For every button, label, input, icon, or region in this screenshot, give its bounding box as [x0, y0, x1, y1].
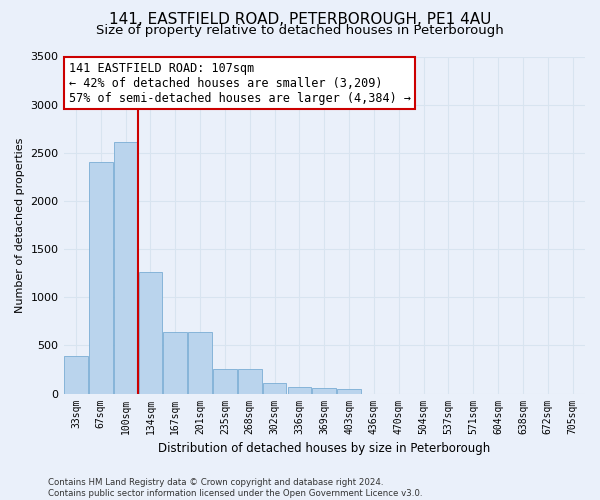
- Y-axis label: Number of detached properties: Number of detached properties: [15, 138, 25, 312]
- Text: Contains HM Land Registry data © Crown copyright and database right 2024.
Contai: Contains HM Land Registry data © Crown c…: [48, 478, 422, 498]
- Text: Size of property relative to detached houses in Peterborough: Size of property relative to detached ho…: [96, 24, 504, 37]
- Bar: [287, 388, 311, 394]
- Bar: [89, 162, 113, 394]
- Bar: [238, 368, 262, 394]
- Text: 141, EASTFIELD ROAD, PETERBOROUGH, PE1 4AU: 141, EASTFIELD ROAD, PETERBOROUGH, PE1 4…: [109, 12, 491, 28]
- X-axis label: Distribution of detached houses by size in Peterborough: Distribution of detached houses by size …: [158, 442, 490, 455]
- Bar: [64, 356, 88, 394]
- Bar: [337, 388, 361, 394]
- Bar: [163, 332, 187, 394]
- Bar: [263, 384, 286, 394]
- Bar: [139, 272, 162, 394]
- Bar: [313, 388, 336, 394]
- Bar: [213, 368, 237, 394]
- Bar: [188, 332, 212, 394]
- Text: 141 EASTFIELD ROAD: 107sqm
← 42% of detached houses are smaller (3,209)
57% of s: 141 EASTFIELD ROAD: 107sqm ← 42% of deta…: [69, 62, 411, 104]
- Bar: [114, 142, 137, 394]
